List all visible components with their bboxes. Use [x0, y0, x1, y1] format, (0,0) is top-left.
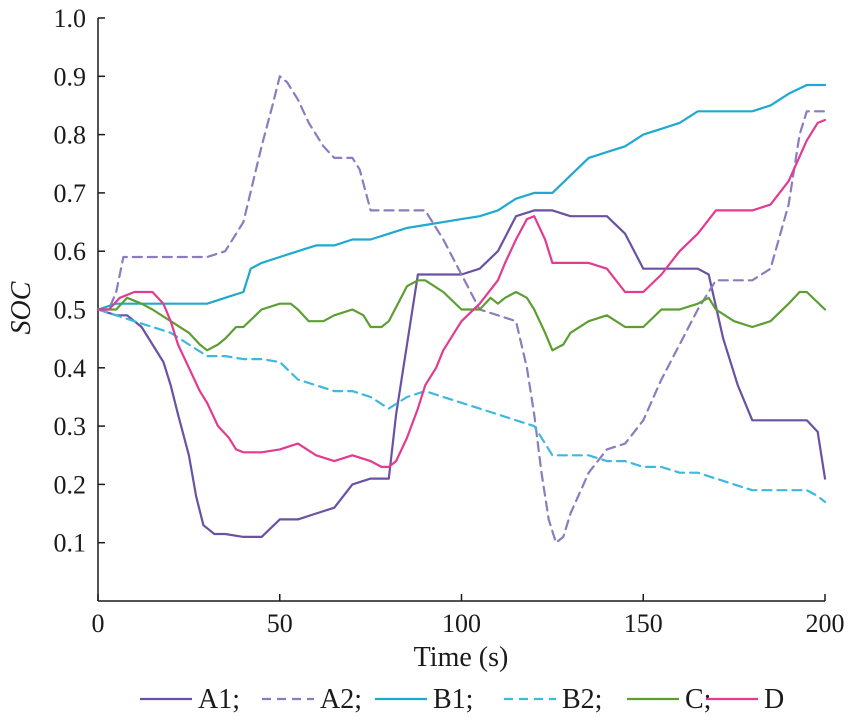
y-tick-label: 0.5 [54, 296, 87, 325]
legend-label-b2: B2; [562, 684, 602, 715]
series-lines [96, 75, 827, 544]
y-tick-label: 0.2 [54, 470, 87, 499]
y-tick-label: 0.4 [54, 354, 87, 383]
y-axis-ticks: 0.1 0.2 0.3 0.4 0.5 0.6 0.7 0.8 0.9 1.0 [54, 4, 105, 558]
y-tick-label: 0.3 [54, 412, 87, 441]
series-line-c [96, 279, 827, 352]
series-line-a1 [96, 209, 827, 539]
x-axis-ticks: 0 50 100 150 200 [92, 594, 845, 638]
x-tick-label: 200 [806, 609, 845, 638]
y-tick-label: 0.9 [54, 62, 87, 91]
x-tick-label: 100 [442, 609, 481, 638]
series-line-b2 [96, 308, 827, 503]
x-tick-label: 50 [267, 609, 293, 638]
legend-label-b1: B1; [433, 684, 473, 715]
y-tick-label: 0.8 [54, 121, 87, 150]
series-line-b1 [96, 83, 827, 311]
y-tick-label: 0.7 [54, 179, 87, 208]
legend-label-d: D [764, 684, 784, 715]
x-axis-title: Time (s) [414, 642, 509, 673]
legend: A1; A2; B1; B2; C; D [140, 684, 784, 715]
plot-area: 0.1 0.2 0.3 0.4 0.5 0.6 0.7 0.8 0.9 1.0 0 50 100 150… [54, 4, 845, 638]
x-tick-label: 0 [92, 609, 105, 638]
legend-label-a2: A2; [320, 684, 362, 715]
y-tick-label: 1.0 [54, 4, 87, 33]
legend-label-a1: A1; [198, 684, 240, 715]
y-tick-label: 0.1 [54, 529, 87, 558]
series-line-d [96, 118, 827, 468]
y-axis-title: SOC [6, 281, 37, 334]
x-tick-label: 150 [624, 609, 663, 638]
y-tick-label: 0.6 [54, 237, 87, 266]
series-line-a2 [96, 75, 827, 544]
